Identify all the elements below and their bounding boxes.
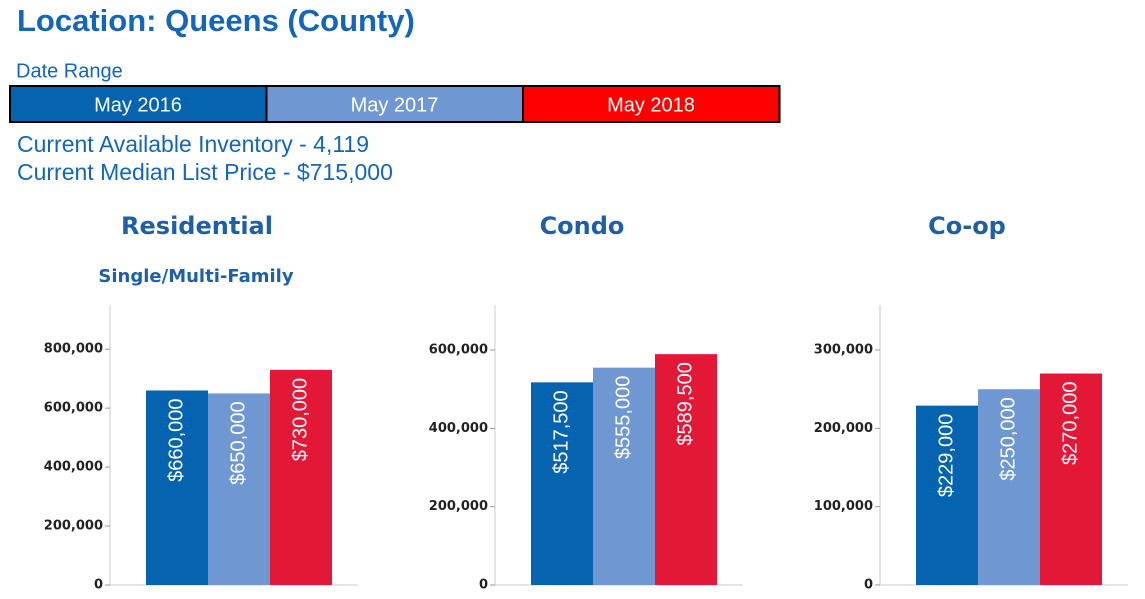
- y-tick-label: 800,000: [44, 342, 103, 357]
- y-tick-label: 400,000: [44, 460, 103, 475]
- legend-label: May 2018: [607, 94, 695, 116]
- bar: [1040, 373, 1102, 585]
- y-tick-label: 0: [94, 578, 103, 593]
- value-label: $650,000: [227, 401, 249, 484]
- value-label: $229,000: [935, 414, 957, 497]
- value-label: $270,000: [1059, 382, 1081, 465]
- value-label: $517,500: [550, 390, 572, 473]
- median-price: Current Median List Price - $715,000: [17, 159, 393, 185]
- legend-label: May 2016: [94, 94, 182, 116]
- bar: [655, 354, 717, 585]
- y-tick-label: 300,000: [814, 343, 873, 358]
- y-tick-label: 200,000: [814, 421, 873, 436]
- bar: [270, 369, 332, 585]
- bar: [978, 389, 1040, 585]
- bar: [916, 405, 978, 585]
- y-tick-label: 200,000: [44, 519, 103, 534]
- bar: [208, 393, 270, 585]
- value-label: $589,500: [674, 362, 696, 445]
- chart-subtitle: Single/Multi-Family: [98, 266, 293, 287]
- chart-title: Condo: [540, 212, 625, 240]
- legend-swatch: [9, 85, 268, 123]
- value-label: $555,000: [612, 376, 634, 459]
- value-label: $660,000: [165, 398, 187, 481]
- y-tick-label: 600,000: [44, 401, 103, 416]
- y-tick-label: 400,000: [429, 421, 488, 436]
- date-range-label: Date Range: [16, 60, 123, 82]
- y-tick-label: 0: [864, 578, 873, 593]
- legend-swatch: [522, 85, 781, 123]
- bar: [593, 367, 655, 585]
- inventory: Current Available Inventory - 4,119: [17, 131, 369, 157]
- chart-title: Residential: [121, 212, 273, 240]
- chart-title: Co-op: [928, 212, 1006, 240]
- value-label: $250,000: [997, 397, 1019, 480]
- page-title: Location: Queens (County): [17, 3, 415, 38]
- y-tick-label: 0: [479, 578, 488, 593]
- y-tick-label: 100,000: [814, 499, 873, 514]
- y-tick-label: 200,000: [429, 499, 488, 514]
- bar: [531, 382, 593, 585]
- value-label: $730,000: [289, 378, 311, 461]
- bar: [146, 390, 208, 585]
- legend-label: May 2017: [351, 94, 439, 116]
- legend-swatch: [265, 85, 524, 123]
- y-tick-label: 600,000: [429, 343, 488, 358]
